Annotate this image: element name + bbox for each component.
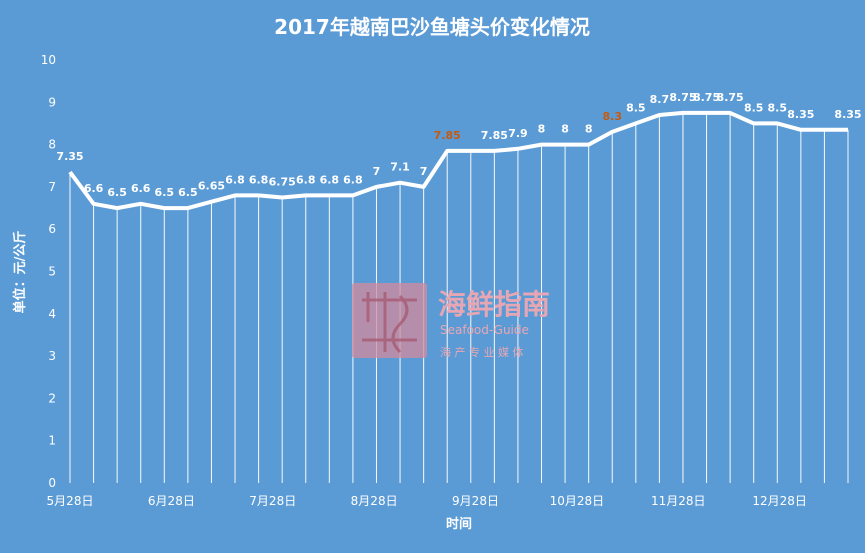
data-label: 6.8 — [249, 173, 269, 186]
y-axis-tick-labels: 0 1 2 3 4 5 6 7 8 9 10 — [41, 53, 56, 490]
data-label: 8.75 — [693, 91, 720, 104]
data-label: 6.8 — [225, 173, 245, 186]
data-label: 7.85 — [481, 129, 508, 142]
data-label: 8.75 — [669, 91, 696, 104]
x-tick-label: 9月28日 — [452, 494, 499, 508]
y-tick-label: 1 — [48, 434, 56, 448]
x-tick-label: 8月28日 — [351, 494, 398, 508]
series-line — [68, 110, 848, 211]
data-label: 6.5 — [155, 186, 175, 199]
watermark-name-en: Seafood-Guide — [440, 323, 529, 337]
data-label: 6.8 — [296, 173, 316, 186]
chart-title: 2017年越南巴沙鱼塘头价变化情况 — [274, 15, 590, 39]
data-label: 7 — [373, 165, 381, 178]
x-tick-label: 11月28日 — [651, 494, 706, 508]
x-tick-label: 12月28日 — [752, 494, 807, 508]
data-label: 8 — [561, 123, 569, 136]
watermark-name: 海鲜指南 — [438, 288, 550, 321]
y-axis-title: 单位：元/公斤 — [12, 231, 28, 314]
data-label: 6.6 — [131, 182, 151, 195]
data-label: 8.7 — [650, 93, 670, 106]
y-tick-label: 0 — [48, 476, 56, 490]
data-label: 6.5 — [107, 186, 127, 199]
watermark: 海鲜指南 Seafood-Guide 海 产 专 业 媒 体 — [352, 283, 550, 359]
y-tick-label: 4 — [48, 307, 56, 321]
data-label: 8.5 — [744, 101, 764, 114]
data-label: 7.9 — [508, 127, 528, 140]
y-tick-label: 9 — [48, 95, 56, 109]
x-tick-label: 5月28日 — [47, 494, 94, 508]
data-label: 6.75 — [269, 175, 296, 188]
data-label: 6.6 — [84, 182, 104, 195]
price-series — [68, 110, 848, 211]
y-tick-label: 7 — [48, 180, 56, 194]
x-tick-label: 6月28日 — [148, 494, 195, 508]
x-axis-title: 时间 — [446, 516, 472, 532]
data-label: 7.1 — [390, 161, 410, 174]
data-label: 8 — [585, 123, 593, 136]
data-label: 8.5 — [626, 101, 646, 114]
watermark-logo-glyph — [362, 292, 417, 354]
y-tick-label: 10 — [41, 53, 56, 67]
y-tick-label: 8 — [48, 138, 56, 152]
data-label: 7 — [420, 165, 428, 178]
data-labels: 7.356.6 6.5 6.6 6.5 6.5 6.65 6.8 6.8 6.75 6.8 6.8 6… — [56, 91, 861, 199]
data-label: 6.5 — [178, 186, 198, 199]
data-label: 6.8 — [320, 173, 340, 186]
y-tick-label: 6 — [48, 222, 56, 236]
data-label: 8.5 — [768, 101, 788, 114]
data-label: 7.85 — [434, 129, 461, 142]
data-label: 8.35 — [787, 108, 814, 121]
x-tick-label: 10月28日 — [550, 494, 605, 508]
data-label: 6.65 — [198, 180, 225, 193]
x-axis-tick-labels: 5月28日 6月28日 7月28日 8月28日 9月28日 10月28日 11月28日 12月… — [47, 494, 807, 508]
data-label: 8.75 — [717, 91, 744, 104]
y-tick-label: 5 — [48, 265, 56, 279]
data-label: 8.35 — [834, 108, 861, 121]
data-label: 8 — [538, 123, 546, 136]
watermark-tagline: 海 产 专 业 媒 体 — [440, 345, 523, 359]
y-tick-label: 3 — [48, 349, 56, 363]
data-label: 8.3 — [602, 110, 622, 123]
watermark-logo-box — [352, 283, 427, 358]
y-tick-label: 2 — [48, 391, 56, 405]
x-tick-label: 7月28日 — [249, 494, 296, 508]
data-label: 7.35 — [56, 150, 83, 163]
data-label: 6.8 — [343, 173, 363, 186]
